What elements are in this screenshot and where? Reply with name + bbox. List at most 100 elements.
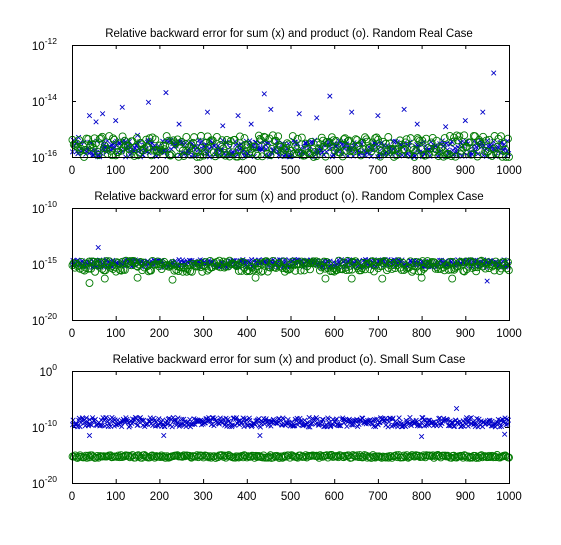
sum-error-point: [368, 153, 374, 160]
product-error-point: [436, 144, 445, 153]
product-error-point: [147, 151, 156, 160]
sum-error-point: [227, 420, 234, 426]
sum-error-point: [498, 423, 505, 429]
x-tick-label: 300: [194, 491, 213, 503]
product-error-point: [93, 147, 102, 156]
product-error-point: [105, 132, 114, 140]
sum-error-point: [198, 422, 205, 428]
product-error-point: [71, 451, 80, 460]
sum-error-point: [162, 423, 168, 430]
sum-error-point: [172, 419, 179, 425]
y-tick-label: 10-20: [32, 311, 57, 328]
sum-error-point: [377, 419, 383, 426]
product-error-point: [293, 134, 302, 143]
product-error-point: [425, 260, 434, 269]
sum-error-point: [434, 423, 440, 429]
product-error-point: [296, 266, 305, 275]
product-error-point: [277, 262, 286, 271]
sum-error-point: [314, 416, 321, 423]
sum-error-point: [137, 414, 144, 421]
product-error-point: [462, 265, 471, 274]
product-error-point: [419, 150, 428, 159]
sum-error-point: [401, 106, 407, 113]
sum-error-point: [344, 423, 350, 429]
sum-error-point: [290, 423, 297, 429]
product-error-point: [384, 133, 393, 141]
product-error-point: [82, 259, 91, 268]
product-error-point: [448, 137, 457, 146]
product-error-point: [276, 143, 285, 151]
y-tick-labels: 10-12 10-14 10-16: [32, 36, 57, 165]
product-error-point: [356, 266, 365, 275]
y-tick-label: 10-10: [32, 199, 57, 216]
product-error-point: [144, 143, 153, 152]
product-error-point: [412, 146, 421, 155]
sum-error-point: [375, 154, 381, 160]
product-error-point: [160, 145, 169, 154]
product-error-point: [211, 152, 220, 161]
product-error-point: [398, 258, 407, 267]
sum-error-point: [206, 146, 212, 152]
product-error-point: [414, 267, 423, 276]
product-error-point: [296, 149, 305, 158]
sum-error-point: [453, 405, 460, 412]
sum-error-point: [336, 422, 342, 429]
product-error-point: [91, 260, 100, 269]
product-error-point: [374, 135, 383, 144]
product-error-point: [226, 137, 235, 146]
sum-error-point: [465, 419, 471, 425]
product-error-point: [260, 132, 268, 141]
x-tick-label: 0: [69, 328, 75, 340]
product-error-point: [219, 257, 228, 266]
product-error-point: [339, 258, 348, 267]
product-error-point: [485, 135, 494, 144]
product-error-point: [381, 453, 390, 462]
sum-error-point: [134, 132, 141, 138]
product-error-point: [430, 147, 439, 156]
x-tick-label: 900: [456, 491, 475, 503]
x-tick-label: 1000: [496, 328, 522, 340]
y-tick-label: 10-12: [32, 36, 57, 53]
product-error-point: [250, 142, 259, 151]
product-error-point: [81, 145, 90, 154]
data-markers: [68, 70, 513, 161]
product-error-point: [406, 134, 415, 143]
product-error-point: [153, 257, 162, 266]
x-tick-label: 600: [325, 328, 344, 340]
product-error-point: [120, 265, 129, 274]
panel-title: Relative backward error for sum (x) and …: [94, 191, 483, 203]
product-error-point: [162, 132, 171, 141]
product-error-point: [102, 257, 111, 266]
sum-error-point: [257, 424, 264, 430]
product-error-point: [447, 453, 456, 462]
product-error-point: [288, 132, 297, 141]
product-error-point: [109, 134, 118, 143]
x-tick-label: 700: [368, 165, 387, 177]
sum-error-point: [371, 423, 377, 429]
x-tick-label: 700: [368, 328, 387, 340]
sum-error-point: [263, 416, 269, 422]
sum-error-point: [123, 154, 129, 160]
sum-error-point: [475, 151, 481, 157]
product-error-point: [279, 150, 288, 159]
product-error-point: [440, 134, 449, 142]
product-error-point: [178, 146, 187, 155]
sum-error-point: [465, 423, 471, 429]
product-error-point: [253, 453, 262, 461]
product-error-point: [401, 138, 410, 147]
sum-error-point: [327, 93, 333, 99]
sum-error-point: [176, 121, 182, 127]
product-error-point: [453, 136, 462, 145]
product-error-point: [279, 257, 288, 266]
x-tick-label: 200: [150, 491, 169, 503]
product-error-point: [112, 267, 120, 276]
product-error-point: [189, 138, 198, 147]
product-error-point: [118, 132, 127, 141]
product-error-point: [342, 266, 351, 275]
product-error-point: [490, 266, 499, 275]
sum-error-point: [183, 423, 189, 430]
sum-error-point: [256, 416, 262, 422]
product-error-point: [179, 263, 188, 272]
product-error-point: [460, 131, 469, 140]
product-error-point: [126, 257, 134, 265]
